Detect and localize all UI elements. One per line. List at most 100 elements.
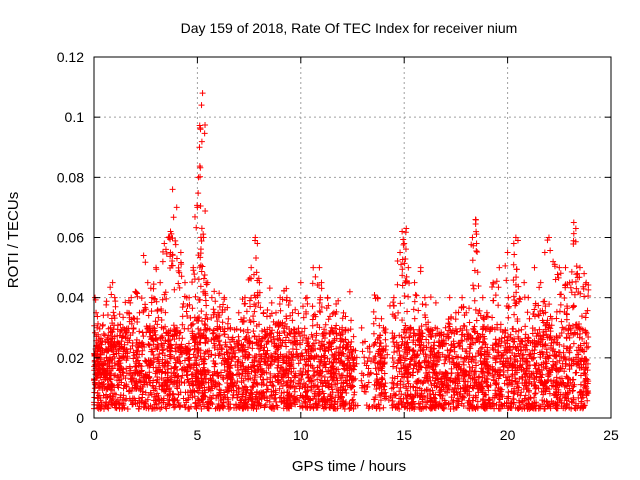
data-point xyxy=(129,384,136,391)
data-point xyxy=(225,349,232,356)
data-point xyxy=(401,326,408,333)
data-point xyxy=(283,297,290,304)
data-point xyxy=(495,384,502,391)
data-point xyxy=(550,339,557,346)
data-point xyxy=(503,277,510,284)
data-point xyxy=(578,364,585,371)
data-point xyxy=(398,342,405,349)
data-point xyxy=(216,324,223,331)
data-point-peak xyxy=(318,279,325,286)
data-point xyxy=(450,359,457,366)
data-point-peak xyxy=(144,279,151,286)
data-point xyxy=(331,337,338,344)
data-point xyxy=(566,404,573,411)
data-point xyxy=(476,338,483,345)
data-point xyxy=(198,225,205,232)
data-point xyxy=(171,363,178,370)
data-point xyxy=(503,346,510,353)
data-point xyxy=(177,259,184,266)
data-point xyxy=(138,399,145,406)
data-point xyxy=(416,326,423,333)
data-point xyxy=(394,373,401,380)
data-point xyxy=(138,295,145,302)
data-point xyxy=(580,348,587,355)
data-point xyxy=(477,385,484,392)
data-point xyxy=(496,358,503,365)
data-point xyxy=(191,388,198,395)
data-point xyxy=(329,362,336,369)
data-point-peak xyxy=(339,324,346,331)
data-point xyxy=(250,318,257,325)
data-point xyxy=(327,391,334,398)
data-point xyxy=(422,364,429,371)
data-point xyxy=(478,379,485,386)
data-point xyxy=(545,324,552,331)
data-point xyxy=(425,339,432,346)
data-point xyxy=(365,365,372,372)
data-point xyxy=(552,353,559,360)
data-point xyxy=(460,402,467,409)
data-point xyxy=(146,323,153,330)
data-point xyxy=(482,401,489,408)
data-point xyxy=(491,326,498,333)
data-point xyxy=(453,328,460,335)
data-point xyxy=(185,340,192,347)
data-point xyxy=(310,345,317,352)
data-point xyxy=(160,346,167,353)
data-point xyxy=(196,361,203,368)
data-point xyxy=(292,373,299,380)
data-point xyxy=(193,369,200,376)
data-point xyxy=(159,296,166,303)
data-point xyxy=(544,237,551,244)
data-point xyxy=(148,308,155,315)
data-point xyxy=(134,341,141,348)
data-point xyxy=(522,392,529,399)
data-point xyxy=(244,386,251,393)
data-point xyxy=(144,396,151,403)
data-point xyxy=(184,364,191,371)
data-point xyxy=(379,363,386,370)
data-point xyxy=(535,312,542,319)
data-point xyxy=(406,325,413,332)
data-point xyxy=(454,380,461,387)
data-point xyxy=(556,333,563,340)
data-point xyxy=(335,297,342,304)
data-point xyxy=(212,298,219,305)
data-point xyxy=(480,368,487,375)
data-point xyxy=(467,334,474,341)
data-point xyxy=(250,379,257,386)
data-point xyxy=(386,302,393,309)
data-point xyxy=(570,230,577,237)
data-point xyxy=(145,340,152,347)
data-point xyxy=(378,376,385,383)
data-point xyxy=(228,346,235,353)
data-point xyxy=(561,394,568,401)
data-point xyxy=(335,387,342,394)
data-point xyxy=(429,387,436,394)
data-point xyxy=(565,330,572,337)
data-point xyxy=(363,362,370,369)
data-point xyxy=(457,385,464,392)
data-point xyxy=(482,341,489,348)
data-point xyxy=(199,263,206,270)
data-point xyxy=(566,322,573,329)
data-point xyxy=(221,306,228,313)
data-point xyxy=(187,366,194,373)
data-point xyxy=(302,308,309,315)
data-point-peak xyxy=(583,279,590,286)
data-point xyxy=(409,401,416,408)
data-point xyxy=(123,329,130,336)
data-point xyxy=(411,315,418,322)
data-point xyxy=(194,339,201,346)
data-point xyxy=(111,312,118,319)
data-point xyxy=(309,322,316,329)
data-point xyxy=(246,297,253,304)
data-point-peak xyxy=(215,309,222,316)
data-point xyxy=(225,363,232,370)
data-point xyxy=(154,306,161,313)
data-point xyxy=(287,312,294,319)
data-point-peak xyxy=(490,279,497,286)
data-point xyxy=(527,351,534,358)
data-point xyxy=(289,354,296,361)
data-point xyxy=(202,297,209,304)
